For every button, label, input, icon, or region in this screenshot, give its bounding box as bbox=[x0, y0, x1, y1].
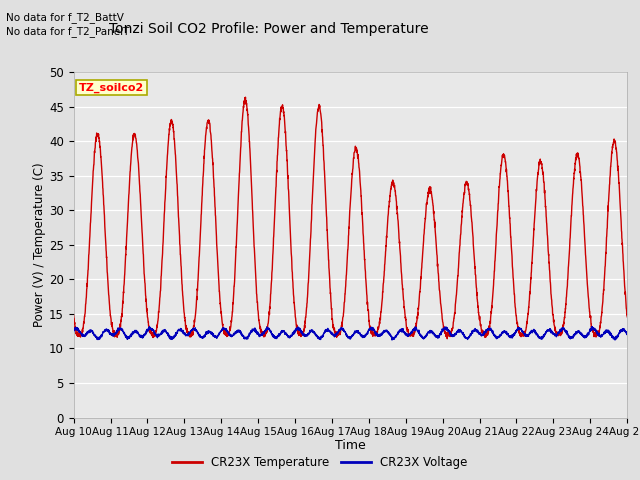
X-axis label: Time: Time bbox=[335, 439, 366, 452]
Y-axis label: Power (V) / Temperature (C): Power (V) / Temperature (C) bbox=[33, 163, 46, 327]
Legend: CR23X Temperature, CR23X Voltage: CR23X Temperature, CR23X Voltage bbox=[168, 452, 472, 474]
Text: TZ_soilco2: TZ_soilco2 bbox=[79, 83, 145, 93]
Text: Tonzi Soil CO2 Profile: Power and Temperature: Tonzi Soil CO2 Profile: Power and Temper… bbox=[109, 22, 429, 36]
Text: No data for f_T2_BattV: No data for f_T2_BattV bbox=[6, 12, 124, 23]
Text: No data for f_T2_PanelT: No data for f_T2_PanelT bbox=[6, 26, 130, 37]
